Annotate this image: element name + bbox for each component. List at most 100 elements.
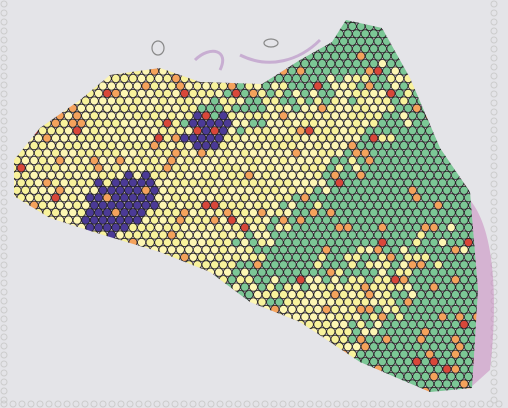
spot	[386, 74, 396, 84]
spot	[386, 103, 396, 113]
spot	[210, 230, 220, 240]
fiducial	[490, 90, 498, 98]
spot	[124, 96, 134, 106]
spot	[429, 148, 439, 158]
spot	[399, 200, 409, 210]
spot	[386, 163, 396, 173]
spot	[433, 290, 443, 300]
spot	[352, 208, 362, 218]
spot	[446, 327, 456, 337]
spot	[442, 379, 452, 389]
spot	[291, 103, 301, 113]
spot	[158, 126, 168, 136]
spot	[278, 141, 288, 151]
spot	[416, 215, 426, 225]
spot	[248, 193, 258, 203]
spot	[438, 163, 448, 173]
fiducial	[351, 400, 359, 408]
spot	[274, 282, 284, 292]
spot	[261, 126, 271, 136]
spot	[438, 327, 448, 337]
spot	[248, 148, 258, 158]
spot	[145, 103, 155, 113]
spot	[214, 103, 224, 113]
spot	[132, 230, 142, 240]
spot	[81, 141, 91, 151]
spot	[231, 193, 241, 203]
spot	[364, 66, 374, 76]
spot	[399, 304, 409, 314]
spot	[25, 178, 35, 188]
spot	[266, 103, 276, 113]
spot	[433, 364, 443, 374]
spot	[343, 59, 353, 69]
spot	[446, 252, 456, 262]
spot	[291, 178, 301, 188]
spot	[201, 200, 211, 210]
spot	[128, 222, 138, 232]
spot	[399, 319, 409, 329]
spot	[438, 208, 448, 218]
spot	[244, 155, 254, 165]
spot	[309, 222, 319, 232]
fiducial	[490, 207, 498, 215]
spot	[167, 126, 177, 136]
spot	[98, 200, 108, 210]
spot	[304, 304, 314, 314]
spot	[373, 155, 383, 165]
spot	[158, 230, 168, 240]
spot	[180, 252, 190, 262]
spot	[235, 126, 245, 136]
spot	[145, 133, 155, 143]
spot	[171, 103, 181, 113]
spot	[326, 133, 336, 143]
spot	[360, 222, 370, 232]
spot	[334, 312, 344, 322]
spot	[248, 118, 258, 128]
spot	[115, 126, 125, 136]
spot	[278, 275, 288, 285]
spot	[304, 275, 314, 285]
spot	[287, 200, 297, 210]
spot	[223, 178, 233, 188]
spot	[266, 133, 276, 143]
fiducial	[0, 261, 8, 269]
spot	[235, 260, 245, 270]
spot	[244, 111, 254, 121]
spot	[85, 193, 95, 203]
fiducial	[396, 400, 404, 408]
spot	[205, 148, 215, 158]
spot	[369, 44, 379, 54]
spot	[240, 118, 250, 128]
spot	[231, 208, 241, 218]
spot	[433, 275, 443, 285]
spot	[339, 111, 349, 121]
spot	[25, 163, 35, 173]
spot	[377, 327, 387, 337]
fiducial	[216, 400, 224, 408]
spot	[132, 81, 142, 91]
spot	[98, 126, 108, 136]
spot	[235, 200, 245, 210]
spot	[283, 193, 293, 203]
spot	[442, 260, 452, 270]
spot	[107, 215, 117, 225]
fiducial	[0, 342, 8, 350]
spot	[72, 215, 82, 225]
spot	[98, 81, 108, 91]
spot	[141, 170, 151, 180]
spot	[403, 133, 413, 143]
spot	[141, 111, 151, 121]
spot	[107, 141, 117, 151]
spot	[16, 178, 26, 188]
spot	[283, 282, 293, 292]
spot	[261, 275, 271, 285]
fiducial	[490, 198, 498, 206]
spot	[373, 66, 383, 76]
spot	[330, 215, 340, 225]
spot	[326, 327, 336, 337]
spot	[313, 290, 323, 300]
spot	[330, 111, 340, 121]
spot	[218, 111, 228, 121]
spot	[20, 185, 30, 195]
